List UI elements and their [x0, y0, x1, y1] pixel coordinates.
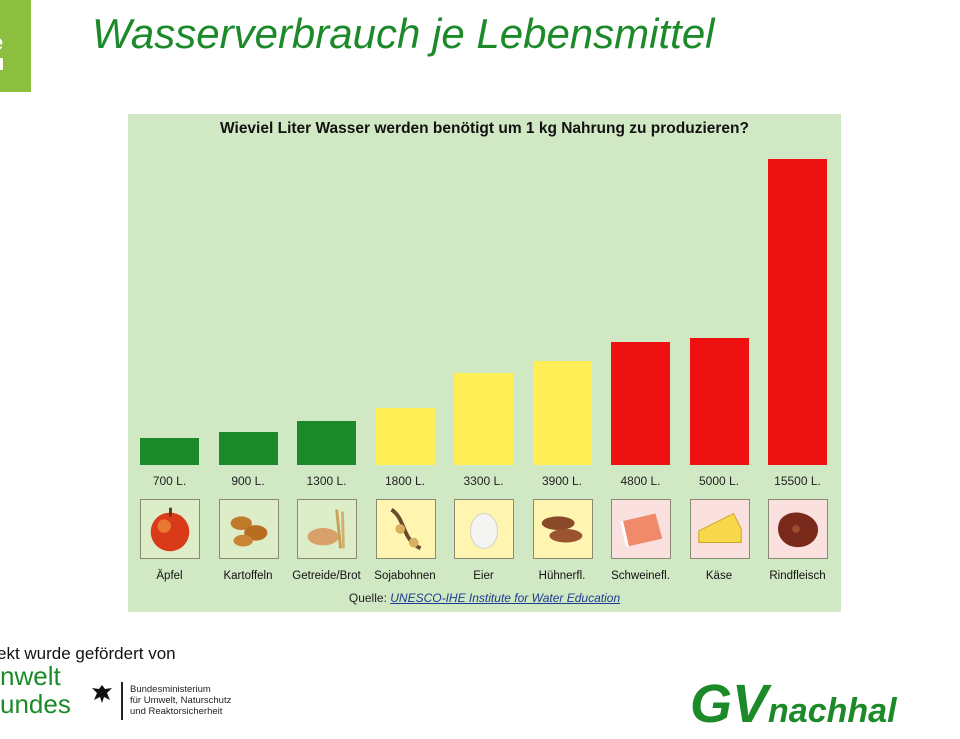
category-label: Äpfel	[156, 570, 183, 582]
bmu-line-3: und Reaktorsicherheit	[130, 706, 223, 717]
divider	[121, 682, 123, 720]
cheese-icon	[689, 499, 750, 559]
value-label: 1800 L.	[384, 474, 426, 488]
gv-logo: GVnachhal	[690, 676, 897, 739]
source-prefix: Quelle:	[348, 591, 387, 605]
chicken-icon	[532, 499, 593, 559]
chart-title: Wieviel Liter Wasser werden benötigt um …	[220, 120, 749, 137]
partner-logo: e u	[0, 0, 31, 92]
value-label: 1300 L.	[306, 474, 347, 488]
bmu-line-1: Bundesministerium	[130, 684, 211, 695]
value-label: 3300 L.	[463, 474, 504, 488]
chart-panel: Wieviel Liter Wasser werden benötigt um …	[128, 114, 841, 612]
category-label: Getreide/Brot	[292, 570, 361, 582]
bar-4	[375, 408, 435, 465]
gv-logo-suffix: nachhal	[768, 692, 897, 730]
potato-icon	[218, 499, 279, 559]
category-label: Kartoffeln	[223, 570, 273, 582]
beef-icon	[768, 499, 828, 559]
uba-logo: nwelt undes	[0, 662, 71, 718]
bar-2	[218, 432, 278, 465]
value-label: 15500 L.	[774, 474, 821, 488]
bar-6	[532, 361, 592, 465]
page-title: Wasserverbrauch je Lebensmittel	[92, 10, 715, 57]
uba-logo-line: undes	[0, 689, 71, 719]
bread-icon	[297, 499, 357, 559]
value-label: 700 L.	[152, 474, 187, 488]
bar-1	[140, 438, 199, 465]
federal-eagle-icon	[92, 685, 112, 703]
category-label: Sojabohnen	[374, 570, 436, 582]
category-label: Schweinefl.	[611, 570, 670, 582]
category-label: Käse	[705, 570, 733, 582]
value-label: 5000 L.	[698, 474, 740, 488]
partner-logo-text: e	[0, 32, 3, 54]
egg-icon	[454, 499, 514, 559]
source-link[interactable]: UNESCO-IHE Institute for Water Education	[390, 591, 621, 605]
gv-logo-mark: GV	[690, 674, 769, 734]
bar-8	[689, 338, 749, 465]
category-label: Hühnerfl.	[538, 570, 586, 582]
apple-icon	[140, 499, 200, 559]
bmu-logo-text: Bundesministerium für Umwelt, Naturschut…	[130, 684, 231, 717]
bmu-line-2: für Umwelt, Naturschutz	[130, 695, 232, 706]
partner-logo-text: u	[0, 52, 4, 74]
funded-by-text: ekt wurde gefördert von	[0, 644, 176, 663]
chart-source: Quelle: UNESCO-IHE Institute for Water E…	[128, 591, 841, 605]
value-label: 3900 L.	[541, 474, 583, 488]
category-label: Rindfleisch	[769, 570, 826, 582]
uba-logo-line: nwelt	[0, 661, 61, 691]
bar-5	[454, 373, 513, 465]
value-label: 900 L.	[231, 474, 265, 488]
value-label: 4800 L.	[620, 474, 661, 488]
pork-icon	[611, 499, 671, 559]
bar-7	[611, 342, 670, 465]
bar-3	[297, 421, 356, 465]
bar-9	[768, 159, 827, 465]
soybean-icon	[375, 499, 436, 559]
category-label: Eier	[473, 570, 494, 582]
